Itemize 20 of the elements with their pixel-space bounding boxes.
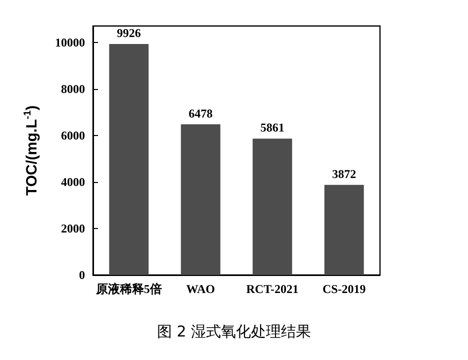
bar <box>180 124 220 275</box>
y-tick-label: 4000 <box>61 174 85 189</box>
x-tick-label: CS-2019 <box>322 282 366 296</box>
bar <box>252 138 292 275</box>
y-tick-label: 10000 <box>55 35 85 50</box>
y-tick-label: 2000 <box>61 221 85 236</box>
bar <box>324 184 364 275</box>
y-tick-label: 6000 <box>61 128 85 142</box>
x-tick-label: WAO <box>186 282 215 296</box>
data-label: 3872 <box>332 166 356 181</box>
x-tick-label: 原液稀释5倍 <box>94 282 162 296</box>
y-tick-label: 0 <box>79 268 85 282</box>
text: 图 2 湿式氧化处理结果 <box>156 322 312 340</box>
x-tick-label: RCT-2021 <box>246 282 298 296</box>
data-label: 9926 <box>116 26 141 40</box>
data-label: 6478 <box>188 106 213 120</box>
bar <box>109 44 149 275</box>
data-label: 5861 <box>260 120 284 135</box>
y-axis-title: TOC/(mg.L-1) <box>22 105 40 196</box>
y-tick-label: 8000 <box>61 82 85 96</box>
